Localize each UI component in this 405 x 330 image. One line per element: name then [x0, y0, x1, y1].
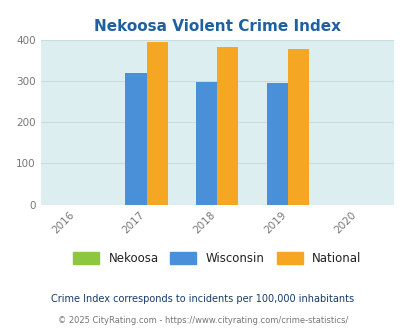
Bar — [217, 47, 238, 205]
Text: © 2025 CityRating.com - https://www.cityrating.com/crime-statistics/: © 2025 CityRating.com - https://www.city… — [58, 316, 347, 325]
Text: Crime Index corresponds to incidents per 100,000 inhabitants: Crime Index corresponds to incidents per… — [51, 294, 354, 304]
Bar — [146, 42, 167, 205]
Bar — [125, 73, 146, 205]
Title: Nekoosa Violent Crime Index: Nekoosa Violent Crime Index — [94, 19, 340, 34]
Legend: Nekoosa, Wisconsin, National: Nekoosa, Wisconsin, National — [68, 247, 365, 269]
Bar — [266, 83, 287, 205]
Bar — [287, 49, 308, 205]
Bar — [196, 82, 217, 205]
